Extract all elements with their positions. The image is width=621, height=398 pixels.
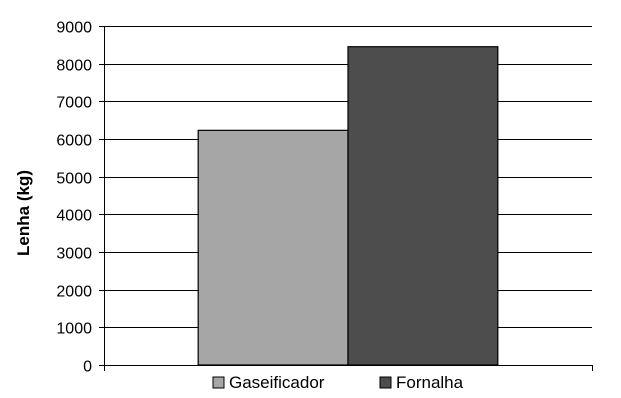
y-tick-label: 4000	[56, 208, 92, 225]
y-tick-label: 9000	[56, 20, 92, 37]
y-tick-label: 5000	[56, 171, 92, 188]
bar-fornalha	[347, 46, 499, 366]
y-tick-label: 6000	[56, 133, 92, 150]
y-axis-label: Lenha (kg)	[14, 170, 33, 256]
y-tick-label: 1000	[56, 321, 92, 338]
y-tick-label: 7000	[56, 95, 92, 112]
bar-gaseificador	[197, 129, 349, 366]
legend-swatch	[212, 376, 225, 389]
y-tick-label: 8000	[56, 58, 92, 75]
legend-label: Fornalha	[396, 373, 464, 392]
y-tick-label: 3000	[56, 246, 92, 263]
legend-swatch	[379, 376, 392, 389]
legend-label: Gaseificador	[229, 373, 325, 392]
y-tick-label: 2000	[56, 284, 92, 301]
y-tick-labels: 0 1000 2000 3000 4000 5000 6000 7000 8000 9000	[56, 20, 92, 376]
axes	[99, 26, 593, 371]
bars	[197, 46, 499, 366]
legend: Gaseificador Fornalha	[212, 373, 464, 392]
y-tick-label: 0	[83, 359, 92, 376]
